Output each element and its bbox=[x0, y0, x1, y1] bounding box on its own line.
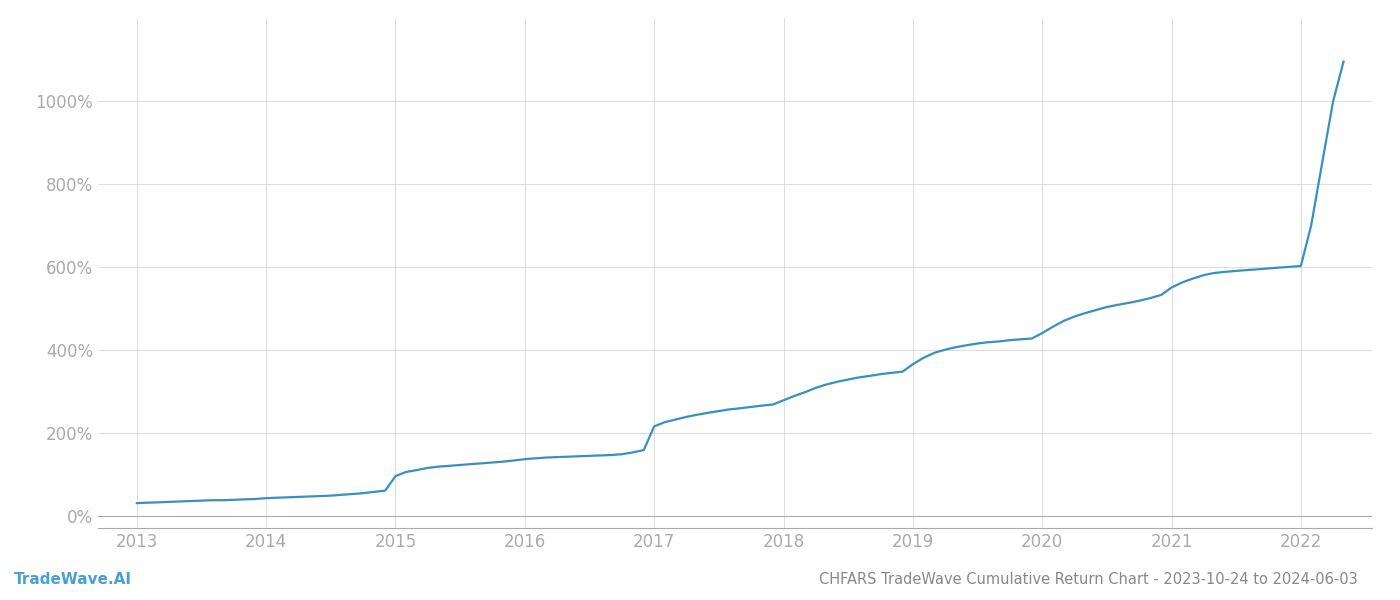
Text: TradeWave.AI: TradeWave.AI bbox=[14, 572, 132, 587]
Text: CHFARS TradeWave Cumulative Return Chart - 2023-10-24 to 2024-06-03: CHFARS TradeWave Cumulative Return Chart… bbox=[819, 572, 1358, 587]
